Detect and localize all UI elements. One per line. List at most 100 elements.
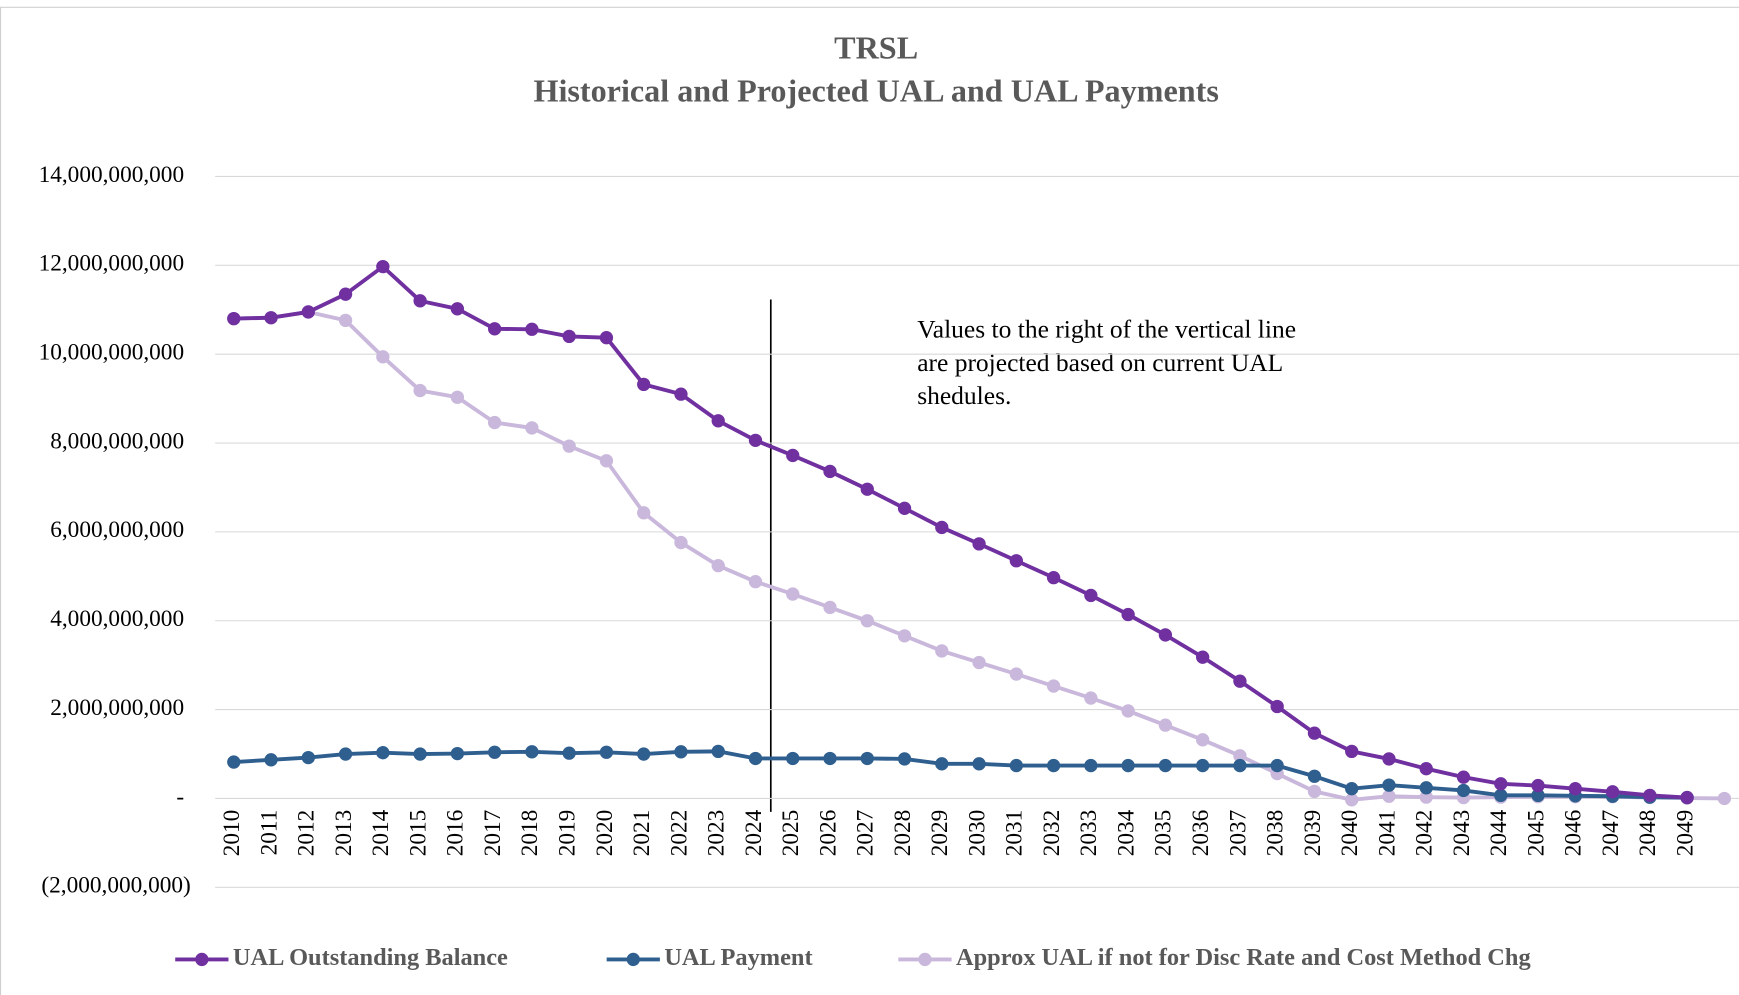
data-point (1643, 788, 1657, 803)
data-point (935, 644, 949, 658)
data-point (525, 421, 539, 435)
data-point (1233, 749, 1247, 763)
legend-label: UAL Outstanding Balance (233, 944, 508, 971)
data-point (972, 757, 986, 771)
data-point (1009, 554, 1023, 568)
data-point (1158, 758, 1173, 773)
x-tick-label: 2046 (1561, 810, 1587, 857)
data-point (711, 414, 725, 428)
y-tick-label: 2,000,000,000 (50, 695, 184, 721)
data-point (674, 535, 688, 550)
chart-title: TRSL (834, 29, 918, 65)
x-tick-label: 2024 (741, 809, 767, 856)
data-point (264, 753, 278, 767)
legend-label: UAL Payment (664, 944, 813, 971)
data-point (487, 415, 502, 430)
data-point (674, 745, 688, 759)
data-point (1307, 784, 1322, 799)
legend-label: Approx UAL if not for Disc Rate and Cost… (956, 944, 1531, 971)
y-tick-label: 8,000,000,000 (50, 428, 184, 454)
data-point (1196, 758, 1210, 773)
annotation-line: shedules. (917, 381, 1011, 410)
data-point (301, 305, 315, 319)
x-tick-label: 2014 (368, 809, 394, 856)
data-point (1084, 588, 1098, 603)
x-tick-label: 2028 (890, 810, 916, 857)
data-point (823, 600, 837, 615)
data-point (1196, 733, 1210, 747)
x-tick-label: 2044 (1486, 809, 1512, 856)
data-point (1084, 758, 1098, 773)
data-point (935, 757, 949, 771)
data-point (637, 506, 651, 520)
data-point (301, 750, 315, 765)
data-point (748, 433, 763, 448)
y-tick-label: 6,000,000,000 (50, 517, 184, 543)
x-tick-label: 2042 (1412, 810, 1438, 857)
data-point (487, 322, 502, 336)
data-point (338, 313, 353, 328)
data-point (972, 655, 986, 670)
x-tick-label: 2011 (256, 810, 282, 856)
data-point (1456, 770, 1471, 784)
data-point (1196, 650, 1210, 664)
data-point (897, 501, 912, 515)
data-point (599, 454, 614, 468)
data-point (1307, 726, 1322, 740)
data-point (264, 311, 278, 325)
data-point (637, 747, 651, 761)
x-tick-label: 2037 (1225, 810, 1251, 857)
x-tick-label: 2029 (927, 810, 953, 857)
data-point (1270, 699, 1284, 714)
data-point (338, 287, 353, 301)
data-point (562, 439, 576, 453)
y-tick-label: - (176, 784, 184, 810)
x-tick-label: 2025 (778, 810, 804, 857)
x-tick-label: 2038 (1263, 810, 1289, 857)
data-point (1382, 752, 1396, 766)
x-tick-label: 2030 (964, 810, 990, 857)
data-point (1494, 788, 1508, 803)
data-point (1568, 782, 1582, 796)
data-point (1233, 758, 1247, 773)
legend-marker (918, 952, 932, 967)
data-point (786, 751, 800, 766)
data-point (1233, 674, 1247, 688)
data-point (1531, 778, 1545, 793)
data-point (1419, 762, 1433, 776)
data-point (1121, 758, 1135, 773)
data-point (338, 747, 353, 761)
data-point (1345, 793, 1359, 807)
data-point (1419, 790, 1433, 804)
data-point (525, 322, 539, 336)
x-tick-label: 2033 (1076, 810, 1102, 857)
data-point (823, 464, 837, 479)
data-point (786, 587, 800, 601)
legend-marker (626, 952, 640, 967)
data-point (450, 302, 465, 316)
data-point (1121, 704, 1135, 718)
data-point (897, 752, 912, 766)
x-tick-label: 2010 (219, 810, 245, 857)
x-tick-label: 2039 (1300, 810, 1326, 857)
annotation-line: Values to the right of the vertical line (917, 315, 1296, 344)
data-point (1494, 777, 1508, 791)
data-point (1009, 667, 1023, 681)
x-tick-label: 2013 (331, 810, 357, 857)
data-point (860, 482, 874, 496)
legend-marker (195, 952, 209, 967)
chart-border (0, 6, 1739, 995)
x-tick-label: 2019 (555, 810, 581, 857)
data-point (1121, 607, 1135, 622)
x-tick-label: 2034 (1113, 809, 1139, 856)
data-point (935, 520, 949, 535)
data-point (227, 311, 241, 326)
x-tick-label: 2049 (1672, 810, 1698, 857)
series-line (233, 264, 1688, 800)
x-tick-label: 2043 (1449, 810, 1475, 857)
data-point (786, 448, 800, 463)
data-point (562, 746, 576, 760)
x-tick-label: 2018 (517, 810, 543, 857)
y-tick-label: 4,000,000,000 (50, 606, 184, 632)
